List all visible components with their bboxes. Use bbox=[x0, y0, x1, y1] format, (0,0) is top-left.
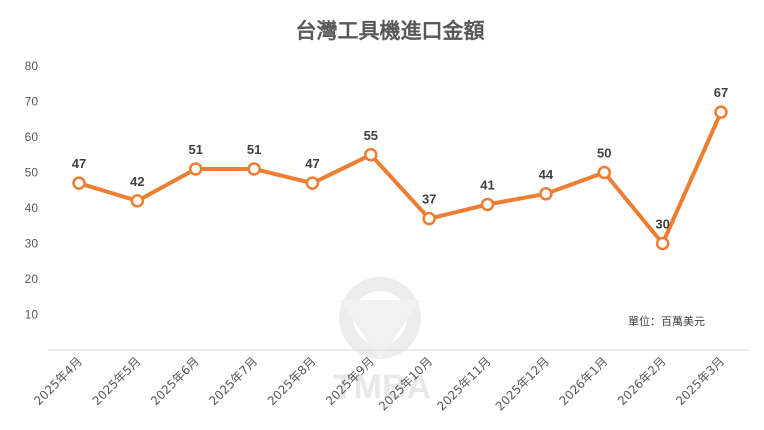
x-tick-label: 2025年11月 bbox=[434, 354, 493, 413]
data-point bbox=[364, 148, 378, 162]
x-tick-label: 2025年12月 bbox=[493, 354, 552, 413]
data-point bbox=[714, 105, 728, 119]
watermark-logo: TMBA bbox=[333, 277, 431, 406]
x-tick-label: 2025年4月 bbox=[31, 354, 85, 408]
y-tick-label: 60 bbox=[25, 130, 39, 144]
data-point bbox=[655, 236, 670, 251]
data-label: 55 bbox=[364, 128, 378, 143]
data-point bbox=[480, 197, 495, 212]
data-point bbox=[188, 162, 203, 176]
x-tick-label: 2025年6月 bbox=[148, 354, 202, 408]
data-labels: 47 42 51 51 47 55 37 41 44 50 30 67 bbox=[72, 85, 728, 231]
data-point bbox=[305, 176, 320, 190]
data-point bbox=[72, 176, 86, 190]
x-tick-label: 2026年2月 bbox=[615, 354, 669, 408]
data-markers bbox=[72, 105, 728, 251]
data-label: 67 bbox=[714, 85, 728, 100]
y-tick-label: 50 bbox=[25, 166, 39, 180]
watermark-text: TMBA bbox=[333, 368, 431, 406]
y-tick-label: 80 bbox=[25, 59, 39, 73]
data-label: 37 bbox=[422, 192, 436, 207]
series-line bbox=[78, 111, 723, 246]
data-label: 47 bbox=[72, 156, 86, 171]
x-tick-label: 2025年3月 bbox=[673, 354, 727, 408]
y-tick-label: 40 bbox=[25, 201, 39, 215]
data-point bbox=[597, 165, 612, 180]
y-tick-label: 20 bbox=[25, 272, 39, 286]
x-tick-label: 2026年1月 bbox=[557, 354, 611, 408]
data-label: 51 bbox=[188, 142, 202, 157]
data-label: 50 bbox=[597, 146, 611, 161]
y-tick-label: 70 bbox=[25, 95, 39, 109]
chart-title: 台灣工具機進口金額 bbox=[296, 19, 485, 43]
data-label: 51 bbox=[247, 142, 261, 157]
data-point bbox=[130, 194, 145, 208]
x-tick-label: 2025年8月 bbox=[265, 354, 319, 408]
data-point bbox=[247, 162, 261, 176]
x-tick-label: 2025年7月 bbox=[206, 354, 260, 408]
data-label: 30 bbox=[655, 217, 669, 232]
y-tick-label: 10 bbox=[25, 308, 39, 322]
data-point bbox=[539, 187, 553, 201]
unit-note: 單位：百萬美元 bbox=[628, 314, 705, 328]
y-axis: 10 20 30 40 50 60 70 80 bbox=[25, 59, 39, 322]
data-label: 47 bbox=[305, 156, 319, 171]
x-tick-label: 2025年5月 bbox=[90, 354, 144, 408]
data-point bbox=[422, 211, 436, 226]
data-label: 42 bbox=[130, 174, 144, 189]
data-label: 44 bbox=[539, 167, 554, 182]
data-label: 41 bbox=[480, 177, 494, 192]
y-tick-label: 30 bbox=[25, 237, 39, 251]
